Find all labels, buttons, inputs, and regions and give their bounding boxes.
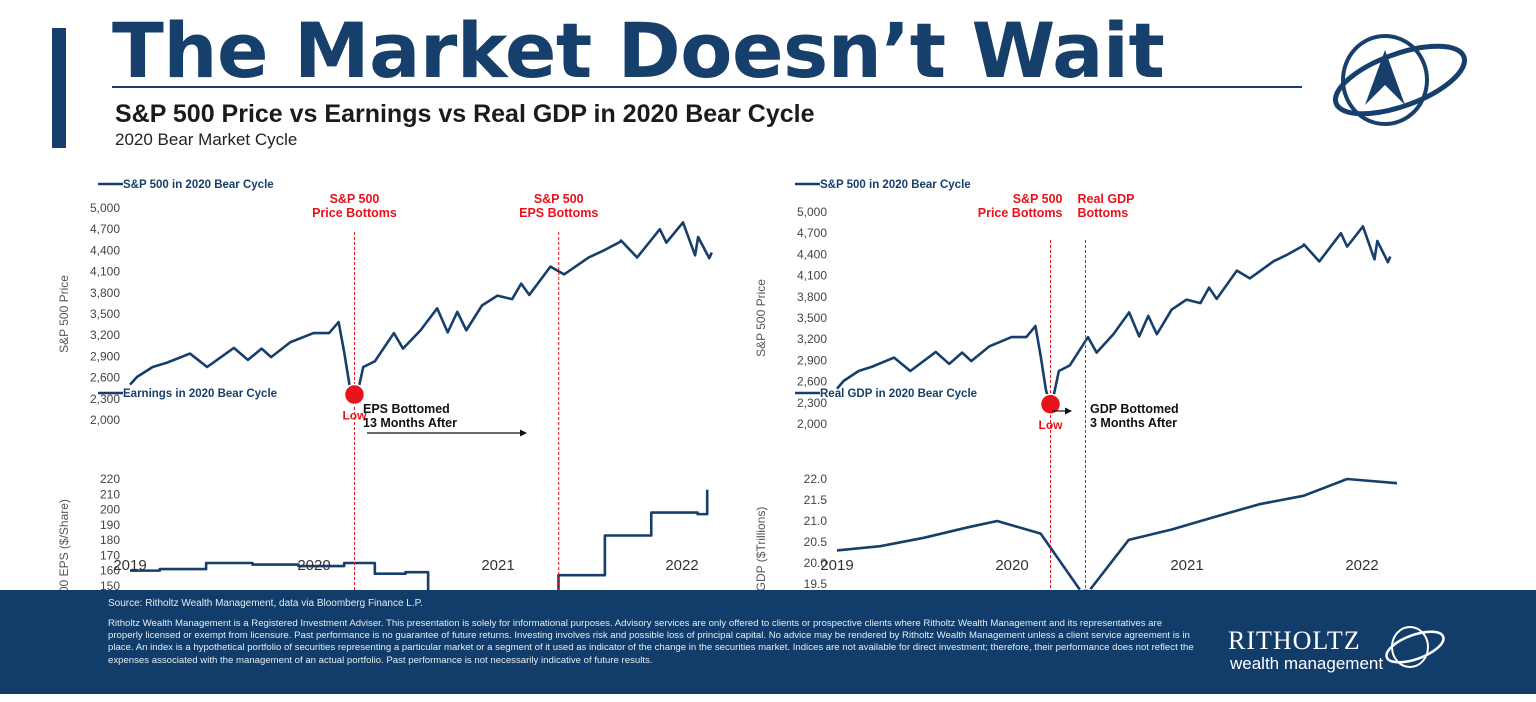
legend-label: Earnings in 2020 Bear Cycle bbox=[123, 388, 277, 400]
y-tick-label: 2,600 bbox=[797, 375, 827, 389]
bottom-label: S&P 500 bbox=[330, 192, 380, 206]
x-tick-label: 2019 bbox=[820, 557, 853, 574]
arrow-head bbox=[1065, 407, 1072, 415]
y-tick-label: 3,800 bbox=[90, 286, 120, 300]
y-tick-label: 21.0 bbox=[804, 514, 828, 528]
x-tick-label: 2022 bbox=[665, 557, 698, 574]
y-tick-label: 20.5 bbox=[804, 535, 828, 549]
y-tick-label: 2,300 bbox=[90, 392, 120, 406]
note-label: 13 Months After bbox=[363, 416, 457, 430]
x-tick-label: 2019 bbox=[113, 557, 146, 574]
y-axis-label: S&P 500 Price bbox=[754, 279, 768, 357]
disclaimer: Ritholtz Wealth Management is a Register… bbox=[108, 618, 1194, 666]
charts: S&P 500 in 2020 Bear Cycle5,0004,7004,40… bbox=[57, 179, 1398, 590]
low-marker bbox=[343, 383, 366, 406]
y-axis-label: Real GDP ($Trillions) bbox=[754, 507, 768, 590]
y-tick-label: 19.5 bbox=[804, 577, 828, 590]
bottom-label: Price Bottoms bbox=[978, 206, 1063, 220]
compass-logo bbox=[1332, 34, 1468, 126]
series-line bbox=[836, 225, 1392, 409]
page-title: The Market Doesn’t Wait bbox=[112, 6, 1165, 95]
bottom-label: Price Bottoms bbox=[312, 206, 397, 220]
y-tick-label: 4,700 bbox=[797, 226, 827, 240]
y-tick-label: 2,000 bbox=[90, 413, 120, 427]
accent-bar bbox=[52, 28, 66, 148]
y-tick-label: 3,200 bbox=[797, 332, 827, 346]
x-tick-label: 2020 bbox=[995, 557, 1028, 574]
y-tick-label: 3,800 bbox=[797, 290, 827, 304]
series-line bbox=[836, 477, 1398, 590]
y-tick-label: 180 bbox=[100, 533, 120, 547]
y-tick-label: 150 bbox=[100, 579, 120, 590]
bottom-label: Bottoms bbox=[1078, 206, 1129, 220]
y-tick-label: 200 bbox=[100, 503, 120, 517]
chart-subtitle: S&P 500 Price vs Earnings vs Real GDP in… bbox=[115, 100, 815, 128]
footer: Source: Ritholtz Wealth Management, data… bbox=[0, 590, 1536, 694]
y-tick-label: 2,600 bbox=[90, 371, 120, 385]
source-note: Source: Ritholtz Wealth Management, data… bbox=[108, 598, 423, 609]
y-tick-label: 170 bbox=[100, 548, 120, 562]
y-axis-label: S&P 500 Price bbox=[57, 275, 71, 353]
bottom-label: EPS Bottoms bbox=[519, 206, 598, 220]
legend-label: Real GDP in 2020 Bear Cycle bbox=[820, 388, 977, 400]
low-marker bbox=[1039, 393, 1062, 415]
low-label: Low bbox=[1039, 418, 1064, 432]
legend-label: S&P 500 in 2020 Bear Cycle bbox=[123, 179, 274, 191]
y-tick-label: 4,100 bbox=[90, 265, 120, 279]
y-tick-label: 4,400 bbox=[797, 247, 827, 261]
y-tick-label: 21.5 bbox=[804, 493, 828, 507]
y-tick-label: 2,300 bbox=[797, 396, 827, 410]
series-line bbox=[130, 489, 709, 590]
arrow-head bbox=[520, 429, 527, 437]
y-tick-label: 5,000 bbox=[797, 205, 827, 219]
note-label: EPS Bottomed bbox=[363, 402, 450, 416]
x-tick-label: 2021 bbox=[481, 557, 514, 574]
y-tick-label: 4,100 bbox=[797, 269, 827, 283]
y-tick-label: 2,900 bbox=[90, 349, 120, 363]
low-marker bbox=[1079, 587, 1092, 590]
y-tick-label: 2,000 bbox=[797, 417, 827, 431]
y-axis-label: S&P 500 EPS ($/Share) bbox=[57, 499, 71, 590]
y-tick-label: 190 bbox=[100, 518, 120, 532]
brand-tagline: wealth management bbox=[1230, 654, 1384, 673]
note-label: 3 Months After bbox=[1090, 416, 1177, 430]
x-tick-label: 2022 bbox=[1345, 557, 1378, 574]
legend-label: S&P 500 in 2020 Bear Cycle bbox=[820, 179, 971, 191]
x-tick-label: 2021 bbox=[1170, 557, 1203, 574]
y-tick-label: 3,500 bbox=[90, 307, 120, 321]
series-line bbox=[129, 221, 713, 405]
y-tick-label: 3,500 bbox=[797, 311, 827, 325]
title-divider bbox=[112, 86, 1302, 88]
bottom-label: S&P 500 bbox=[534, 192, 584, 206]
bottom-label: Real GDP bbox=[1078, 192, 1135, 206]
bottom-label: S&P 500 bbox=[1013, 192, 1063, 206]
chart-caption: 2020 Bear Market Cycle bbox=[115, 130, 298, 149]
y-tick-label: 4,400 bbox=[90, 243, 120, 257]
y-tick-label: 210 bbox=[100, 487, 120, 501]
y-tick-label: 220 bbox=[100, 472, 120, 486]
note-label: GDP Bottomed bbox=[1090, 402, 1179, 416]
x-tick-label: 2020 bbox=[297, 557, 330, 574]
low-label: Low bbox=[342, 409, 367, 423]
y-tick-label: 160 bbox=[100, 564, 120, 578]
y-tick-label: 20.0 bbox=[804, 556, 828, 570]
y-tick-label: 3,200 bbox=[90, 328, 120, 342]
brand-name: RITHOLTZ bbox=[1228, 626, 1361, 655]
y-tick-label: 5,000 bbox=[90, 201, 120, 215]
y-tick-label: 22.0 bbox=[804, 472, 828, 486]
brand-logo-icon bbox=[1385, 626, 1445, 668]
y-tick-label: 4,700 bbox=[90, 222, 120, 236]
y-tick-label: 2,900 bbox=[797, 353, 827, 367]
